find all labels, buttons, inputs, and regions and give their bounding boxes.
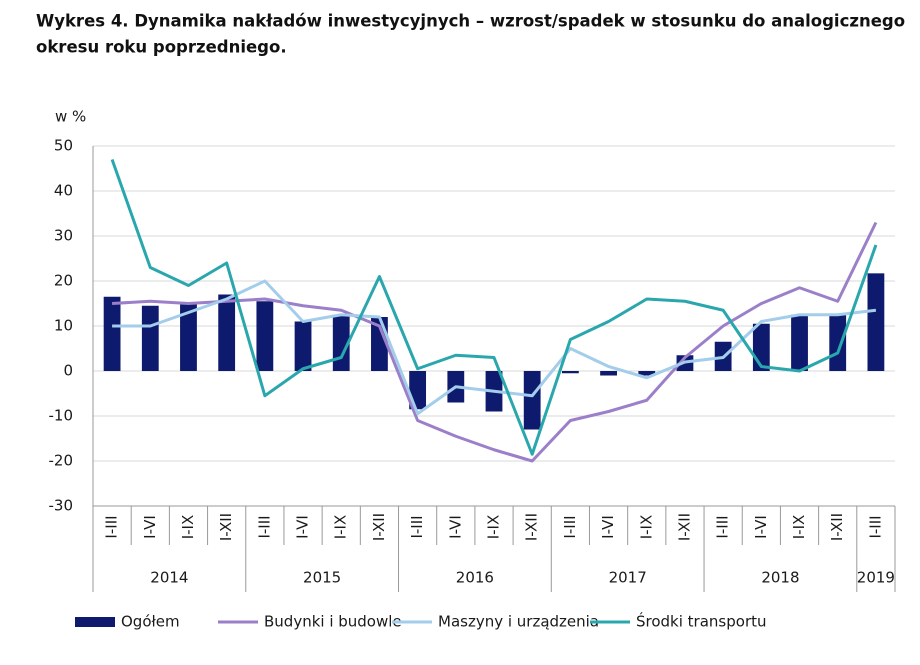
- x-tick-label: I-VI: [294, 515, 312, 539]
- bar: [103, 296, 121, 371]
- year-label: 2015: [303, 569, 341, 587]
- x-tick-label: I-XII: [523, 513, 541, 541]
- bar: [256, 301, 274, 371]
- x-tick-label: I-IX: [485, 515, 503, 540]
- y-tick-label: -10: [49, 407, 74, 425]
- x-tick-label: I-IX: [332, 515, 350, 540]
- bar: [294, 321, 312, 371]
- x-tick-label: I-III: [255, 515, 273, 538]
- x-tick-label: I-IX: [637, 515, 655, 540]
- x-tick-label: I-XII: [217, 513, 235, 541]
- y-tick-label: 10: [54, 317, 73, 335]
- x-tick-label: I-VI: [446, 515, 464, 539]
- x-tick-label: I-XII: [675, 513, 693, 541]
- x-tick-label: I-IX: [179, 515, 197, 540]
- y-tick-label: 40: [54, 182, 73, 200]
- x-tick-label: I-III: [561, 515, 579, 538]
- year-label: 2018: [761, 569, 799, 587]
- x-tick-label: I-III: [408, 515, 426, 538]
- x-tick-label: I-IX: [790, 515, 808, 540]
- y-tick-label: -30: [49, 497, 74, 515]
- year-label: 2014: [150, 569, 188, 587]
- legend-label: Środki transportu: [636, 612, 767, 631]
- bar: [638, 371, 656, 376]
- year-label: 2019: [857, 569, 895, 587]
- line: [112, 279, 877, 416]
- x-tick-label: I-III: [714, 515, 732, 538]
- legend-label: Ogółem: [121, 613, 180, 631]
- y-axis-label: w %: [55, 108, 86, 126]
- x-tick-label: I-VI: [599, 515, 617, 539]
- bar: [791, 314, 808, 371]
- x-tick-label: I-XII: [828, 513, 846, 541]
- y-tick-label: 0: [63, 362, 73, 380]
- bar: [218, 294, 236, 371]
- x-tick-label: I-III: [866, 515, 884, 538]
- legend-swatch: [75, 617, 115, 627]
- year-label: 2016: [456, 569, 494, 587]
- bar: [332, 314, 350, 371]
- legend-label: Budynki i budowle: [264, 613, 402, 631]
- bar: [141, 305, 159, 371]
- bar: [600, 371, 617, 376]
- y-tick-label: 30: [54, 227, 73, 245]
- line: [110, 158, 878, 456]
- bar: [829, 314, 847, 371]
- x-tick-label: I-XII: [370, 513, 388, 541]
- bar: [180, 303, 197, 371]
- bar: [867, 273, 885, 371]
- x-tick-label: I-III: [103, 515, 121, 538]
- bar: [561, 371, 579, 374]
- line: [112, 221, 878, 463]
- bar: [523, 371, 541, 430]
- year-label: 2017: [609, 569, 647, 587]
- x-tick-label: I-VI: [752, 515, 770, 539]
- y-tick-label: -20: [49, 452, 74, 470]
- x-tick-label: I-VI: [141, 515, 159, 539]
- y-tick-label: 20: [54, 272, 73, 290]
- chart-title: Wykres 4. Dynamika nakładów inwestycyjny…: [36, 12, 905, 31]
- legend-label: Maszyny i urządzenia: [438, 613, 599, 631]
- y-tick-label: 50: [54, 137, 73, 155]
- chart-title: okresu roku poprzedniego.: [36, 38, 287, 57]
